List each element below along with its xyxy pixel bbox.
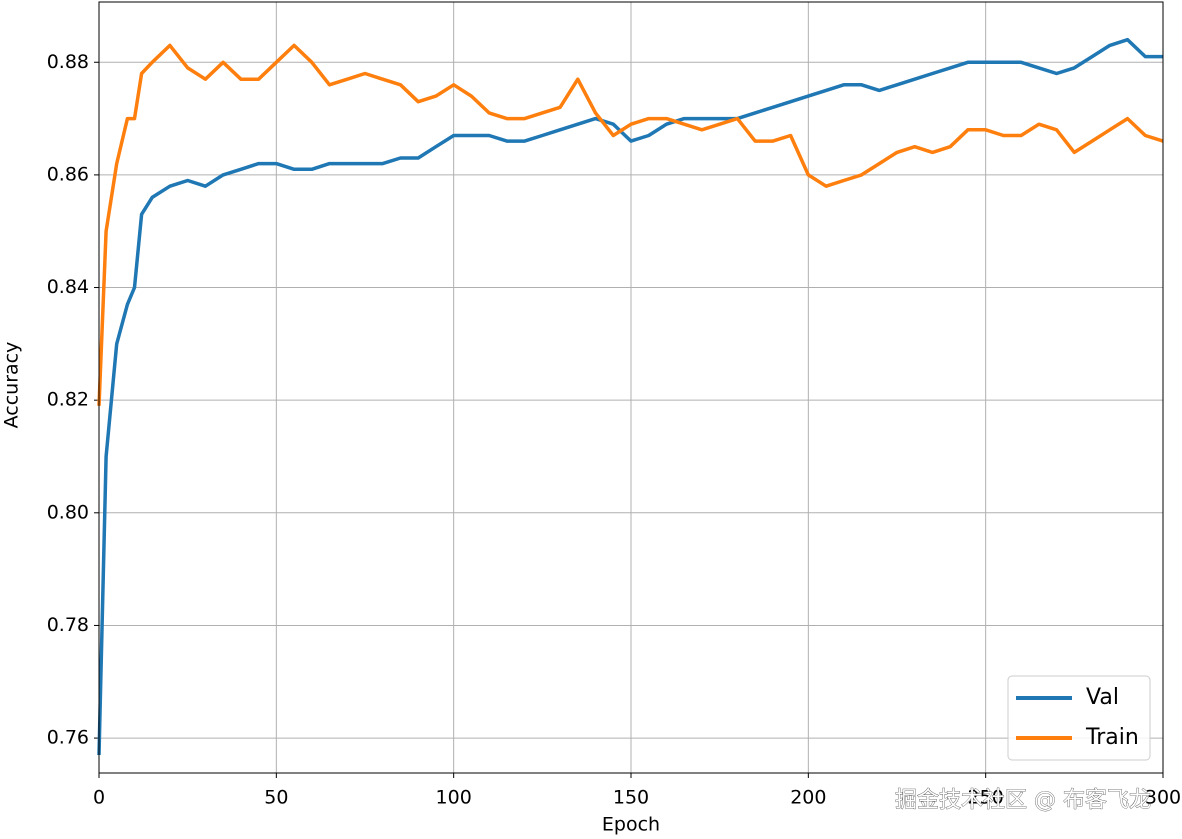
y-axis-label: Accuracy	[1, 342, 23, 429]
legend-label: Val	[1086, 685, 1119, 710]
plot-frame	[98, 1, 1164, 774]
x-tick-label: 150	[613, 787, 649, 809]
x-tick-label: 100	[436, 787, 472, 809]
legend-label: Train	[1085, 725, 1139, 750]
x-axis-label: Epoch	[602, 814, 660, 836]
x-tick-label: 250	[968, 787, 1004, 809]
x-tick-label: 50	[264, 787, 288, 809]
y-tick-label: 0.82	[47, 389, 89, 411]
y-tick-label: 0.78	[47, 614, 89, 636]
x-tick-label: 300	[1145, 787, 1181, 809]
y-tick-label: 0.76	[47, 727, 89, 749]
x-tick-label: 0	[93, 787, 105, 809]
y-tick-label: 0.86	[47, 163, 89, 185]
watermark: 掘金技术社区 @ 布客飞龙	[895, 788, 1151, 813]
y-tick-label: 0.84	[47, 276, 89, 298]
x-tick-label: 200	[790, 787, 826, 809]
series-line	[97, 43, 1164, 406]
y-tick-label: 0.88	[47, 51, 89, 73]
legend: Val Train	[1007, 675, 1151, 761]
y-tick-label: 0.80	[47, 501, 89, 523]
